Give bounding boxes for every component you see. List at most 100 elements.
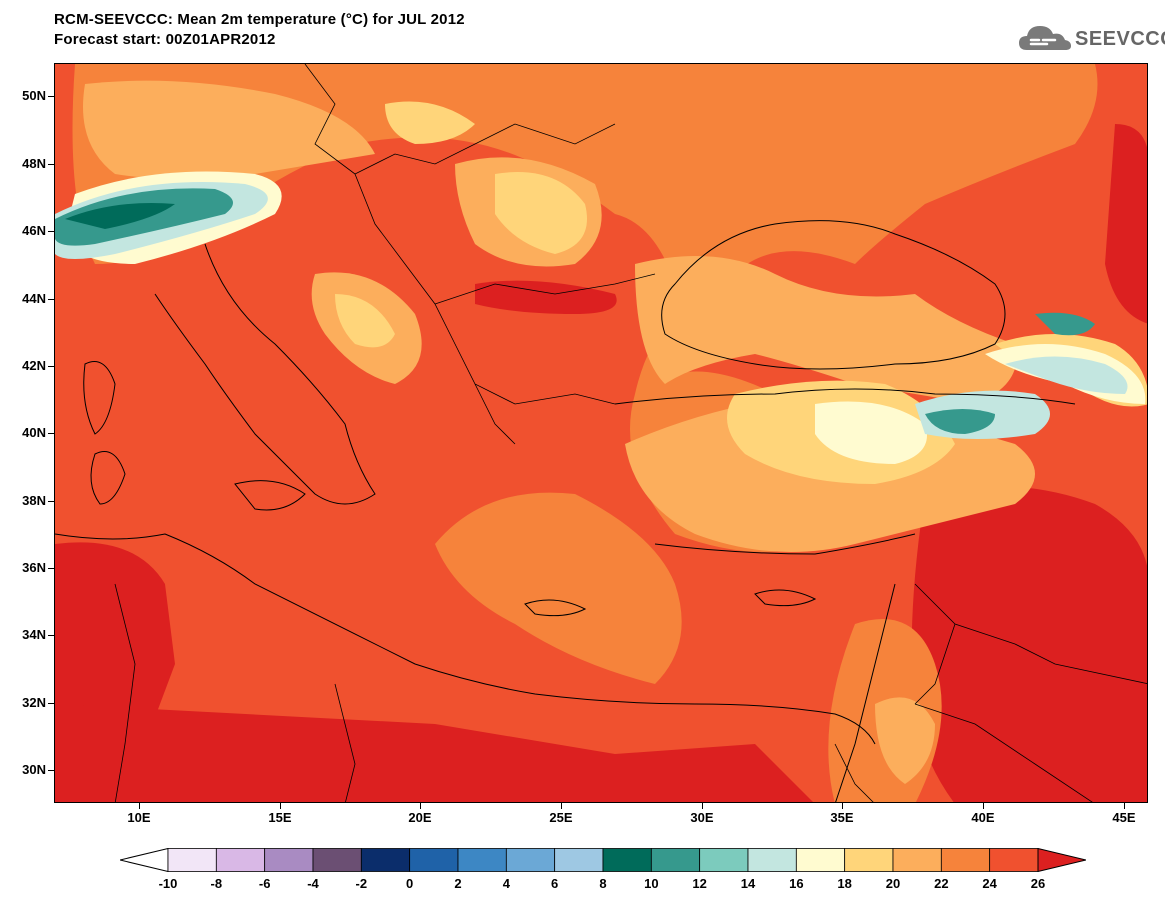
field-20-22-alps-n [83,80,375,179]
lon-tick [702,803,703,809]
colorbar-tick-label: 6 [551,876,559,891]
title-line-2: Forecast start: 00Z01APR2012 [54,31,276,48]
field-over-26-south [55,704,813,802]
lon-tick [1124,803,1125,809]
lat-label-46n: 46N [22,223,46,238]
colorbar-tick-label: 12 [692,876,707,891]
chart-title: RCM-SEEVCCC: Mean 2m temperature (°C) fo… [54,10,465,50]
lon-tick [420,803,421,809]
lat-tick [48,501,54,502]
colorbar-tick-label: 20 [885,876,901,891]
colorbar-tick-label: -2 [355,876,368,891]
lat-tick [48,703,54,704]
lon-label-40e: 40E [971,810,995,825]
borders [114,64,1147,802]
field-8-10-alps [65,203,175,229]
lon-label-15e: 15E [268,810,292,825]
field-18-20-carpathians [495,172,587,254]
lat-tick [48,96,54,97]
lat-label-40n: 40N [22,425,46,440]
colorbar-tick-label: 2 [454,876,462,891]
lon-label-45e: 45E [1112,810,1136,825]
lat-tick [48,299,54,300]
temperature-map [54,63,1148,803]
colorbar-tick-label: -4 [307,876,319,891]
field-18-20-tatra [385,101,475,144]
lat-label-44n: 44N [22,291,46,306]
lat-tick [48,568,54,569]
field-22-24-aegean [435,492,682,684]
colorbar-swatch [505,848,556,872]
title-line-1: RCM-SEEVCCC: Mean 2m temperature (°C) fo… [54,11,465,28]
colorbar-tick-label: 22 [934,876,949,891]
colorbar-swatch [312,848,362,872]
colorbar-swatch [360,848,411,872]
lat-tick [48,231,54,232]
field-10-12-caucasus [1035,312,1095,336]
field-10-12-anatolia [925,409,995,434]
colorbar-tick-label: 26 [1030,876,1046,891]
colorbar-over-triangle [1037,848,1086,872]
field-20-22-jordan [875,697,935,784]
lat-tick [48,433,54,434]
coastlines [55,220,1076,802]
lon-tick [280,803,281,809]
colorbar-tick-label: 10 [644,876,659,891]
lat-label-38n: 38N [22,493,46,508]
cloud-logo-icon [1019,26,1071,50]
colorbar-tick-label: 24 [982,876,997,891]
colorbar-tick-label: 8 [599,876,607,891]
map-field [55,64,1147,802]
lat-label-42n: 42N [22,358,46,373]
lon-tick [983,803,984,809]
lat-label-48n: 48N [22,156,46,171]
colorbar-tick-label: 0 [406,876,414,891]
lat-label-32n: 32N [22,695,46,710]
lat-label-34n: 34N [22,627,46,642]
colorbar-under-triangle [120,848,169,872]
colorbar-swatch [989,848,1039,872]
lat-label-50n: 50N [22,88,46,103]
colorbar-tick-label: 14 [740,876,756,891]
field-18-20-bosnia [335,294,395,348]
lon-label-10e: 10E [127,810,151,825]
lon-tick [139,803,140,809]
colorbar-swatch [457,848,507,872]
colorbar-swatch [602,848,652,872]
colorbar-swatch [554,848,604,872]
lon-label-25e: 25E [549,810,573,825]
colorbar-swatch [167,848,217,872]
lon-label-35e: 35E [830,810,854,825]
colorbar-swatch [844,848,894,872]
field-20-22-blacksea [635,256,1017,404]
lon-label-30e: 30E [690,810,714,825]
lat-tick [48,164,54,165]
field-over-26-danube [475,280,617,314]
colorbar-tick-label: -6 [258,876,271,891]
logo-text: SEEVCCC [1075,28,1165,50]
colorbar-tick-label: -10 [158,876,178,891]
field-16-18-anatolia [815,401,927,464]
seevccc-logo: SEEVCCC [1017,20,1165,56]
colorbar-swatch [940,848,991,872]
colorbar [120,848,1086,872]
lat-tick [48,635,54,636]
colorbar-swatch [215,848,266,872]
lat-tick [48,770,54,771]
lat-tick [48,366,54,367]
colorbar-tick-label: 4 [502,876,510,891]
field-14-16-caucasus [1005,356,1128,394]
colorbar-swatch [409,848,459,872]
colorbar-swatch [650,848,701,872]
colorbar-swatch [264,848,314,872]
lon-label-20e: 20E [408,810,432,825]
lon-tick [561,803,562,809]
colorbar-swatch [892,848,942,872]
field-over-26-ne [1105,124,1147,324]
field-over-26-east [911,486,1147,802]
colorbar-swatch [699,848,749,872]
colorbar-tick-label: 16 [789,876,804,891]
lat-label-36n: 36N [22,560,46,575]
colorbar-swatch [795,848,846,872]
lat-label-30n: 30N [22,762,46,777]
